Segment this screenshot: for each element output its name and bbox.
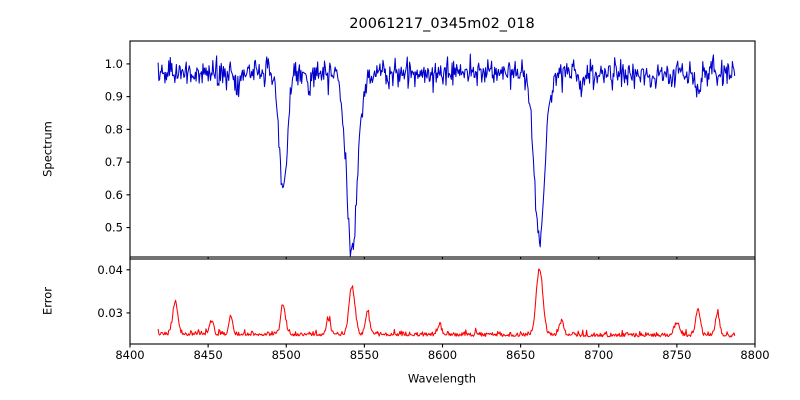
- x-tick-label: 8500: [272, 348, 301, 362]
- x-tick-label: 8800: [740, 348, 769, 362]
- error-y-tick-labels: 0.03 0.04: [97, 263, 123, 320]
- x-tick-label: 8550: [350, 348, 379, 362]
- spectrum-axes-frame: [129, 40, 756, 258]
- error-data-line: [157, 268, 736, 338]
- error-axes-frame: [129, 258, 756, 345]
- figure-title: 20061217_0345m02_018: [349, 16, 534, 32]
- error-y-axis-label: Error: [41, 287, 55, 315]
- x-tick-label: 8750: [662, 348, 691, 362]
- y-tick-label: 0.5: [105, 221, 123, 235]
- x-axis-label: Wavelength: [408, 372, 476, 386]
- spectrum-y-axis-label: Spectrum: [41, 121, 55, 177]
- spectrum-data-line: [157, 53, 736, 257]
- y-tick-label: 0.04: [97, 263, 123, 277]
- x-tick-label: 8600: [428, 348, 457, 362]
- spectrum-panel: 0.5 0.6 0.7 0.8 0.9 1.0 Spectrum: [41, 40, 756, 261]
- x-tick-label: 8450: [193, 348, 222, 362]
- y-tick-label: 0.7: [105, 155, 123, 169]
- x-tick-label: 8400: [115, 348, 144, 362]
- spectrum-y-tick-labels: 0.5 0.6 0.7 0.8 0.9 1.0: [105, 57, 123, 235]
- y-tick-label: 0.8: [105, 122, 123, 136]
- x-tick-label: 8650: [506, 348, 535, 362]
- y-tick-label: 0.03: [97, 306, 123, 320]
- error-tickmarks: [126, 269, 756, 348]
- error-panel: 0.03 0.04 8400 8450 8500 8550 8600 8650 8700 875…: [41, 258, 770, 386]
- y-tick-label: 0.6: [105, 188, 123, 202]
- x-tick-labels: 8400 8450 8500 8550 8600 8650 8700 8750 8800: [115, 348, 769, 362]
- y-tick-label: 1.0: [105, 57, 123, 71]
- y-tick-label: 0.9: [105, 90, 123, 104]
- x-tick-label: 8700: [584, 348, 613, 362]
